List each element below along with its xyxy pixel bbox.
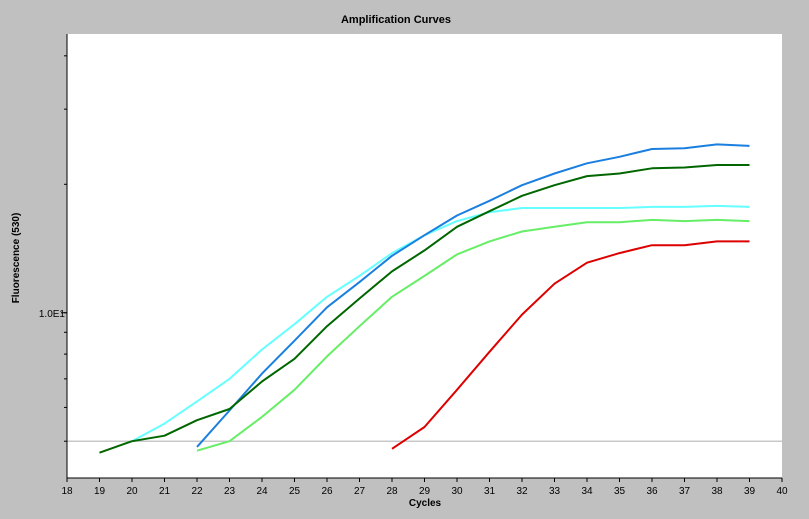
series-line-5 [391, 240, 750, 450]
x-tick-label: 22 [191, 486, 203, 497]
x-tick-label: 29 [419, 486, 431, 497]
x-tick-label: 31 [484, 486, 496, 497]
x-tick-label: 40 [776, 486, 788, 497]
series-line-2 [196, 143, 750, 448]
series-line-3 [99, 164, 750, 454]
x-tick-label: 25 [289, 486, 301, 497]
y-axis-label: Fluorescence (530) [11, 213, 22, 304]
x-tick-label: 27 [354, 486, 366, 497]
x-tick-label: 33 [549, 486, 561, 497]
chart-title: Amplification Curves [341, 14, 451, 26]
x-tick-label: 34 [581, 486, 593, 497]
x-axis-label: Cycles [409, 498, 442, 509]
x-tick-label: 38 [711, 486, 723, 497]
x-tick-label: 28 [386, 486, 398, 497]
x-tick-label: 35 [614, 486, 626, 497]
x-tick-label: 32 [516, 486, 528, 497]
x-tick-label: 26 [321, 486, 333, 497]
plot-area [67, 34, 782, 478]
x-tick-label: 20 [126, 486, 138, 497]
series-line-4 [196, 218, 750, 452]
x-tick-label: 36 [646, 486, 658, 497]
x-tick-label: 19 [94, 486, 106, 497]
x-tick-label: 24 [256, 486, 268, 497]
series-line-1 [131, 204, 750, 443]
x-tick-label: 18 [61, 486, 73, 497]
x-tick-label: 23 [224, 486, 236, 497]
x-tick-label: 39 [744, 486, 756, 497]
x-tick-label: 37 [679, 486, 691, 497]
x-tick-label: 21 [159, 486, 171, 497]
y-tick-label: 1.0E1 [39, 309, 66, 320]
x-tick-label: 30 [451, 486, 463, 497]
